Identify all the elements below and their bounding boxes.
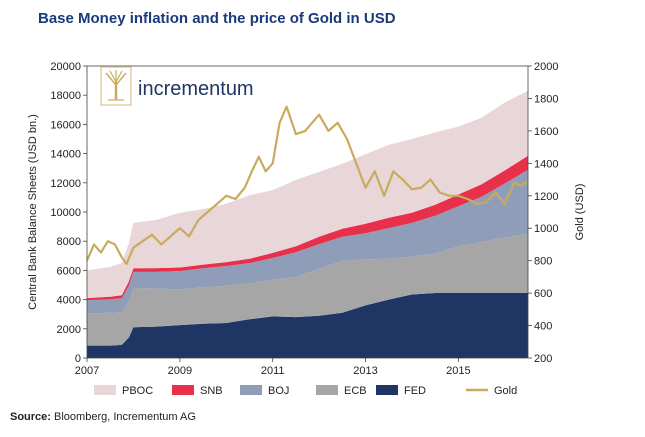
legend-label-pboc: PBOC bbox=[122, 385, 153, 397]
y2-tick-label: 600 bbox=[534, 288, 552, 300]
y2-tick-label: 1400 bbox=[534, 158, 558, 170]
y2-tick-label: 800 bbox=[534, 256, 552, 268]
gold-price-line bbox=[87, 105, 528, 265]
y-tick-label: 16000 bbox=[50, 119, 81, 131]
y2-tick-label: 2000 bbox=[534, 61, 558, 73]
y2-axis-label: Gold (USD) bbox=[574, 184, 586, 241]
area-fed bbox=[87, 293, 528, 358]
y2-tick-label: 1200 bbox=[534, 191, 558, 203]
legend-label-boj: BOJ bbox=[268, 385, 289, 397]
incrementum-logo: incrementum bbox=[100, 66, 254, 106]
x-tick-label: 2011 bbox=[261, 365, 285, 377]
y2-tick-label: 1000 bbox=[534, 223, 558, 235]
logo-text: incrementum bbox=[138, 78, 254, 100]
y-tick-label: 6000 bbox=[57, 265, 81, 277]
legend-swatch-fed bbox=[376, 385, 398, 395]
legend-swatch-snb bbox=[172, 385, 194, 395]
y2-tick-label: 1800 bbox=[534, 93, 558, 105]
legend-swatch-ecb bbox=[316, 385, 338, 395]
area-ecb bbox=[87, 233, 528, 346]
y-axis-label: Central Bank Balance Sheets (USD bn.) bbox=[27, 114, 39, 310]
area-boj bbox=[87, 169, 528, 314]
y2-tick-label: 400 bbox=[534, 321, 552, 333]
x-tick-label: 2015 bbox=[446, 365, 470, 377]
x-tick-label: 2007 bbox=[75, 365, 99, 377]
legend-label-snb: SNB bbox=[200, 385, 223, 397]
y2-tick-label: 1600 bbox=[534, 126, 558, 138]
y-tick-label: 12000 bbox=[50, 178, 81, 190]
source-text: Bloomberg, Incrementum AG bbox=[54, 411, 196, 423]
source-label: Source: bbox=[10, 411, 51, 423]
y-tick-label: 10000 bbox=[50, 207, 81, 219]
area-pboc bbox=[87, 90, 528, 299]
y-tick-label: 18000 bbox=[50, 90, 81, 102]
y-tick-label: 4000 bbox=[57, 295, 81, 307]
y-tick-label: 0 bbox=[75, 353, 81, 365]
chart-title: Base Money inflation and the price of Go… bbox=[38, 10, 396, 27]
x-tick-label: 2009 bbox=[168, 365, 192, 377]
legend-swatch-pboc bbox=[94, 385, 116, 395]
y-tick-label: 2000 bbox=[57, 324, 81, 336]
legend-swatch-boj bbox=[240, 385, 262, 395]
y-tick-label: 8000 bbox=[57, 236, 81, 248]
legend-label-gold: Gold bbox=[494, 385, 517, 397]
y-tick-label: 20000 bbox=[50, 61, 81, 73]
legend-label-ecb: ECB bbox=[344, 385, 367, 397]
legend-label-fed: FED bbox=[404, 385, 426, 397]
source-note: Source: Bloomberg, Incrementum AG bbox=[10, 411, 196, 423]
y-tick-label: 14000 bbox=[50, 149, 81, 161]
y2-tick-label: 200 bbox=[534, 353, 552, 365]
x-tick-label: 2013 bbox=[353, 365, 377, 377]
